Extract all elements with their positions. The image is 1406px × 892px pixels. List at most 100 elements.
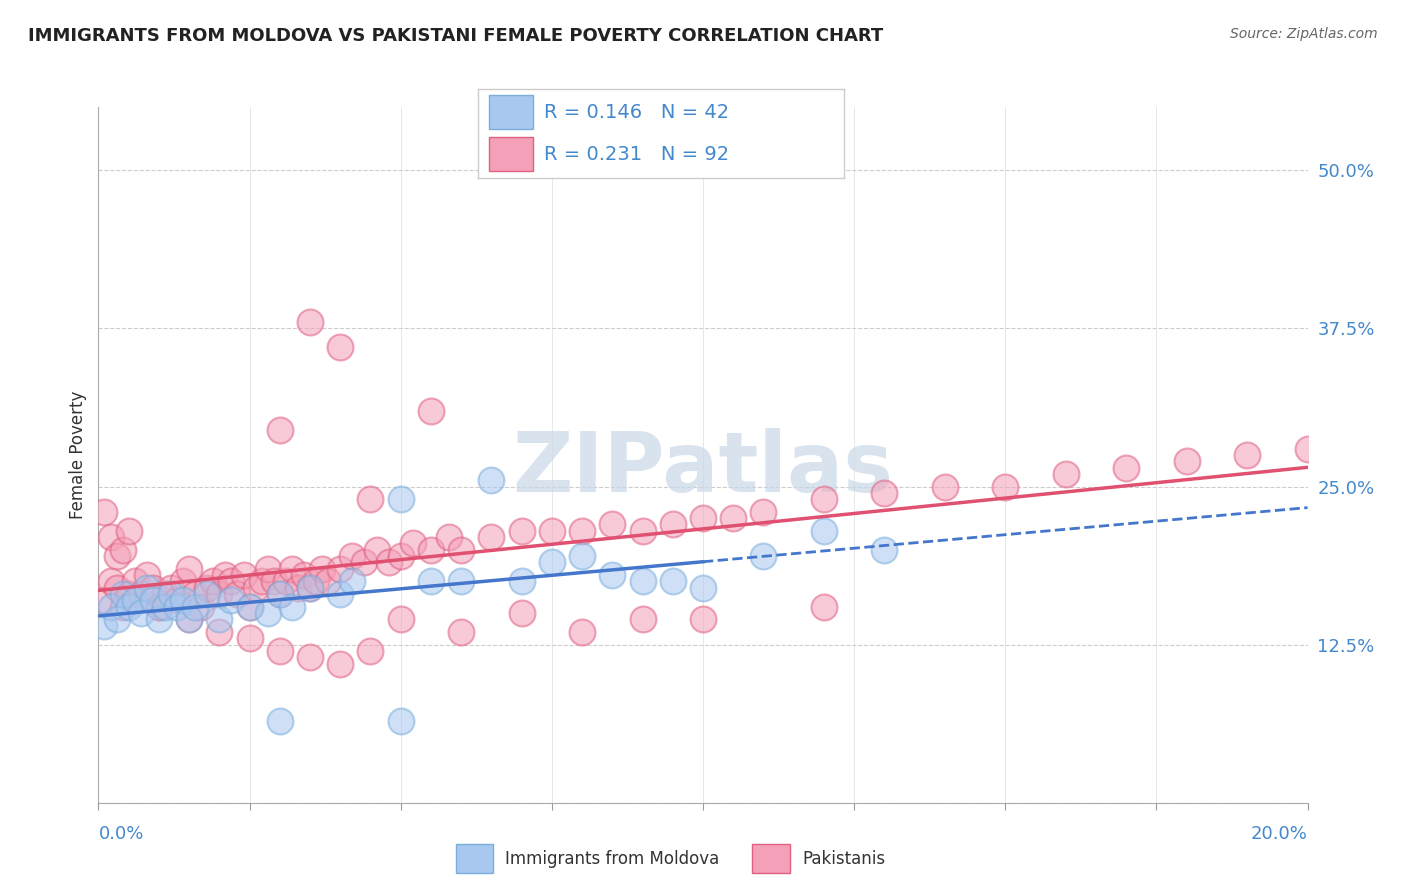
Point <box>190 599 212 614</box>
Point <box>111 542 134 557</box>
Point <box>239 599 262 614</box>
Point <box>118 524 141 538</box>
Point <box>1115 460 1137 475</box>
Point <box>269 587 291 601</box>
Point <box>692 581 714 595</box>
Point <box>287 581 309 595</box>
Point <box>118 587 141 601</box>
Point <box>994 479 1017 493</box>
Point <box>208 612 231 626</box>
Point <box>100 530 122 544</box>
Point <box>124 574 146 589</box>
Point <box>752 505 775 519</box>
Point <box>510 574 533 589</box>
Point <box>148 599 170 614</box>
Point <box>934 479 956 493</box>
Point <box>195 581 218 595</box>
Point <box>100 574 122 589</box>
Point <box>631 574 654 589</box>
Point <box>419 574 441 589</box>
Point <box>360 492 382 507</box>
Text: 0.0%: 0.0% <box>98 825 143 843</box>
Point <box>245 581 267 595</box>
Point <box>631 612 654 626</box>
Point <box>208 625 231 640</box>
Point <box>232 568 254 582</box>
Point <box>172 574 194 589</box>
Point <box>292 568 315 582</box>
Point <box>100 599 122 614</box>
Point <box>256 606 278 620</box>
Point <box>873 486 896 500</box>
Point <box>148 612 170 626</box>
Text: IMMIGRANTS FROM MOLDOVA VS PAKISTANI FEMALE POVERTY CORRELATION CHART: IMMIGRANTS FROM MOLDOVA VS PAKISTANI FEM… <box>28 27 883 45</box>
Text: R = 0.146   N = 42: R = 0.146 N = 42 <box>544 103 728 122</box>
Point <box>93 593 115 607</box>
Point <box>813 599 835 614</box>
Point <box>481 530 503 544</box>
Point <box>299 581 322 595</box>
Point <box>571 549 593 563</box>
Point <box>813 524 835 538</box>
Point <box>269 587 291 601</box>
Point <box>571 625 593 640</box>
Text: R = 0.231   N = 92: R = 0.231 N = 92 <box>544 145 728 164</box>
Point <box>129 587 152 601</box>
Point <box>239 599 262 614</box>
Point <box>1236 448 1258 462</box>
Point <box>226 587 249 601</box>
Point <box>1296 442 1319 456</box>
Point <box>299 581 322 595</box>
Point <box>450 542 472 557</box>
Point <box>419 403 441 417</box>
Point <box>661 517 683 532</box>
Point <box>105 581 128 595</box>
Point <box>437 530 460 544</box>
Point <box>111 599 134 614</box>
Bar <box>752 844 790 873</box>
Point <box>389 549 412 563</box>
Point <box>329 657 352 671</box>
Text: 20.0%: 20.0% <box>1251 825 1308 843</box>
Point <box>631 524 654 538</box>
Point <box>184 599 207 614</box>
Point <box>329 340 352 354</box>
Point <box>118 599 141 614</box>
Text: Immigrants from Moldova: Immigrants from Moldova <box>505 849 720 868</box>
Text: ZIPatlas: ZIPatlas <box>513 428 893 509</box>
Point <box>221 574 243 589</box>
Point <box>342 574 364 589</box>
Point <box>166 599 188 614</box>
Point <box>389 492 412 507</box>
Point <box>450 625 472 640</box>
Point <box>202 574 225 589</box>
Point <box>305 574 328 589</box>
Point <box>281 599 304 614</box>
Point <box>721 511 744 525</box>
Bar <box>489 95 533 129</box>
Point <box>105 549 128 563</box>
Text: Source: ZipAtlas.com: Source: ZipAtlas.com <box>1230 27 1378 41</box>
Point <box>342 549 364 563</box>
Point <box>214 568 236 582</box>
Point <box>360 644 382 658</box>
Point <box>299 315 322 329</box>
Point <box>153 587 176 601</box>
Point <box>153 599 176 614</box>
Point <box>389 612 412 626</box>
Point <box>540 524 562 538</box>
Point <box>281 562 304 576</box>
Point <box>221 593 243 607</box>
Point <box>1175 454 1198 468</box>
Point <box>813 492 835 507</box>
Point <box>142 593 165 607</box>
Point <box>124 593 146 607</box>
Point <box>1054 467 1077 481</box>
Point <box>166 593 188 607</box>
Point <box>172 593 194 607</box>
Point <box>311 562 333 576</box>
Text: Pakistanis: Pakistanis <box>801 849 886 868</box>
Point <box>177 612 201 626</box>
Point <box>111 587 134 601</box>
Point <box>377 556 399 570</box>
